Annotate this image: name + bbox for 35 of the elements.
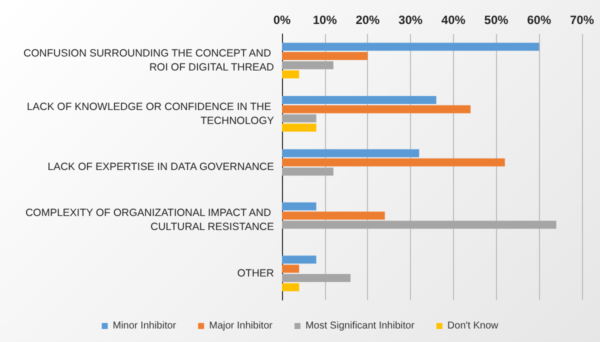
bar bbox=[282, 149, 420, 158]
bar bbox=[282, 124, 316, 132]
x-tick-label: 50% bbox=[484, 13, 509, 27]
bar bbox=[282, 212, 385, 220]
x-tick-label: 10% bbox=[312, 13, 338, 27]
y-tick-label: LACK OF EXPERTISE IN DATA GOVERNANCE bbox=[48, 161, 274, 173]
bar bbox=[282, 220, 556, 229]
bar bbox=[282, 70, 300, 78]
bar bbox=[282, 256, 316, 264]
legend-label: Most Significant Inhibitor bbox=[305, 320, 416, 332]
y-tick-label: LACK OF KNOWLEDGE OR CONFIDENCE IN THE TECHNOLOGY bbox=[26, 100, 274, 127]
y-tick-label: OTHER bbox=[237, 267, 274, 280]
x-tick-label: 70% bbox=[570, 13, 594, 27]
legend-label: Don't Know bbox=[447, 320, 500, 332]
bar bbox=[282, 114, 316, 122]
bar bbox=[282, 283, 300, 292]
x-tick-label: 20% bbox=[356, 13, 380, 27]
x-tick-label: 0% bbox=[273, 13, 291, 27]
legend-label: Minor Inhibitor bbox=[112, 320, 177, 332]
bar bbox=[282, 264, 300, 273]
x-tick-label: 40% bbox=[441, 13, 466, 27]
bar bbox=[282, 96, 436, 104]
y-tick-label: CONFUSION SURROUNDING THE CONCEPT AND ROI OF DIGITAL THREAD bbox=[24, 48, 274, 74]
bar bbox=[282, 202, 316, 210]
bar bbox=[282, 42, 540, 51]
bar bbox=[282, 158, 505, 166]
y-tick-label: COMPLEXITY OF ORGANIZATIONAL IMPACT AND CULTURAL RESISTANCE bbox=[25, 207, 274, 234]
bar bbox=[282, 274, 351, 282]
legend-label: Major Inhibitor bbox=[209, 320, 274, 332]
bar bbox=[282, 61, 334, 70]
bar bbox=[282, 105, 471, 114]
x-tick-label: 30% bbox=[398, 13, 423, 27]
x-tick-label: 60% bbox=[527, 13, 552, 27]
bar bbox=[282, 52, 368, 60]
bar bbox=[282, 168, 334, 176]
